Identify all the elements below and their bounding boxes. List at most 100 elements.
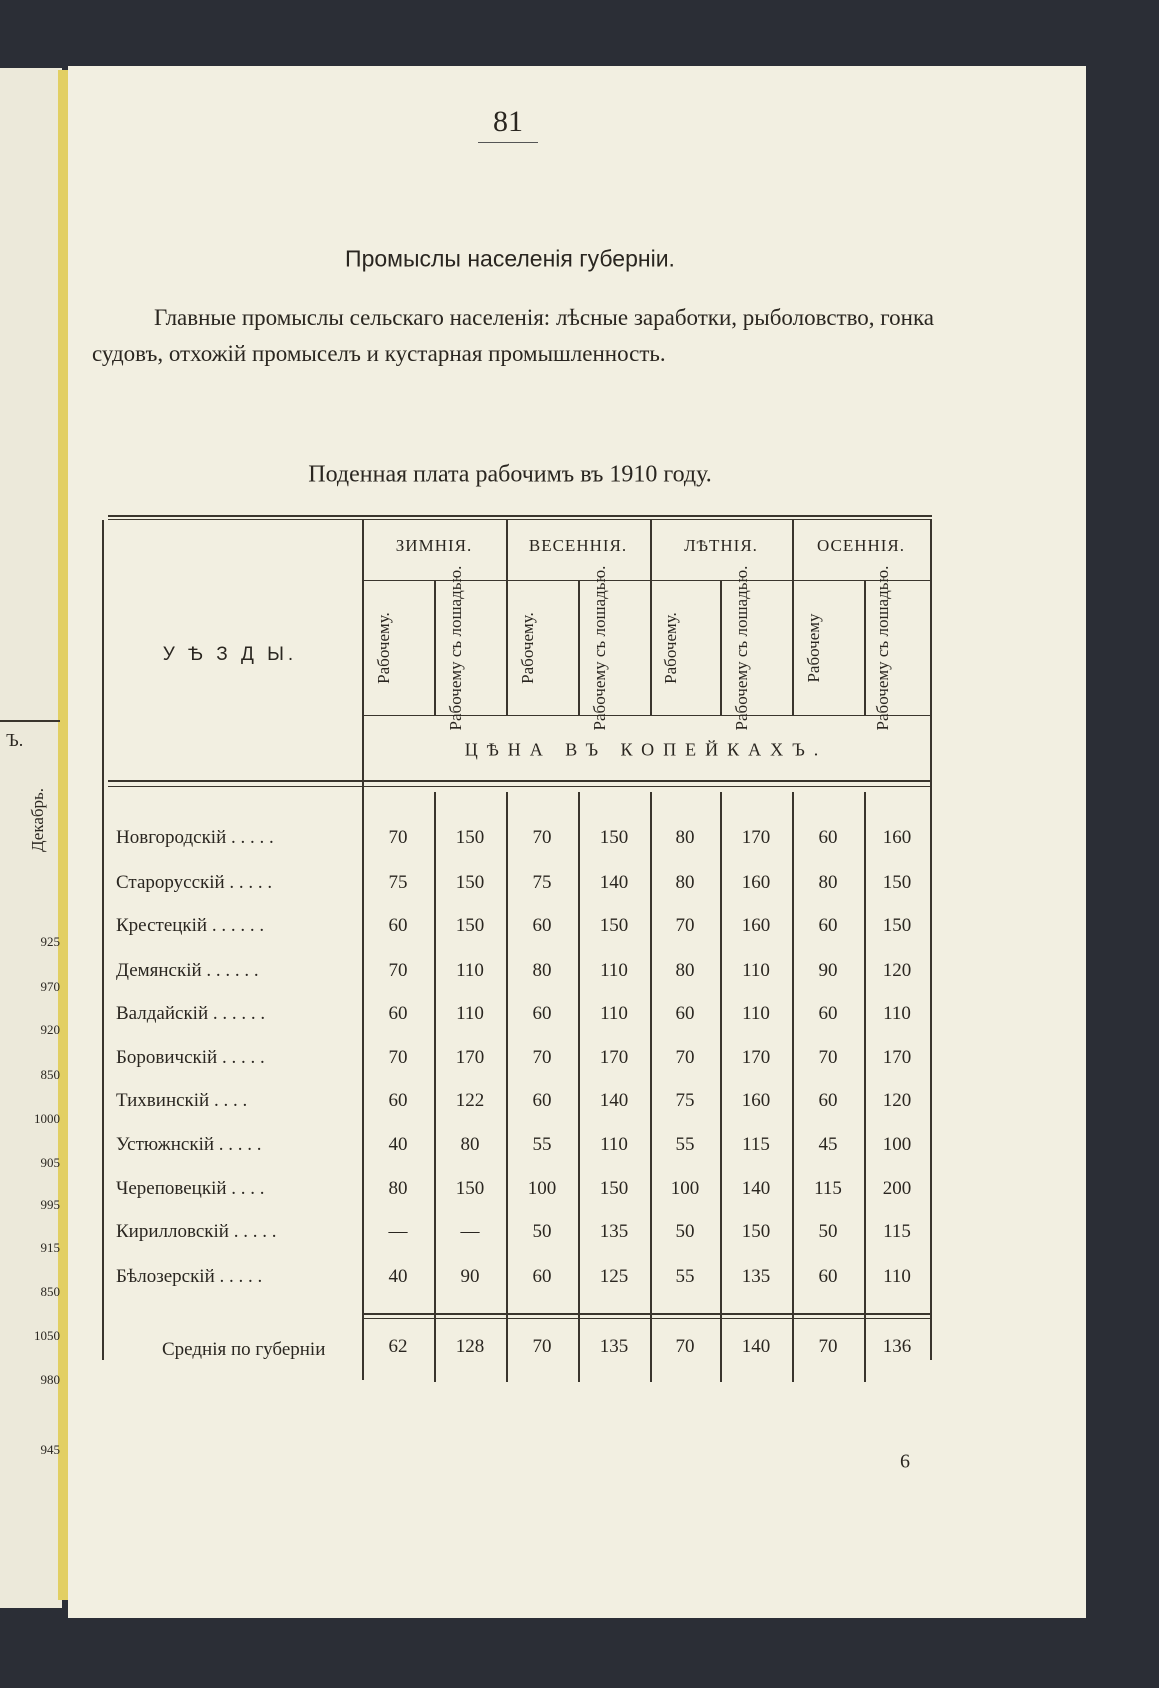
left-value: 945 [40, 1442, 61, 1457]
cell: 110 [600, 1003, 628, 1024]
table-rule [108, 780, 932, 782]
cell: 110 [600, 1134, 628, 1155]
cell: 70 [818, 1047, 838, 1068]
cell: 80 [675, 872, 695, 893]
column-header: Рабочему съ лошадью. [590, 565, 609, 731]
unit-row: ЦѢНА ВЪ КОПЕЙКАХЪ. [464, 739, 828, 760]
average-cell: 70 [818, 1336, 838, 1357]
cell: 60 [532, 915, 552, 936]
cell: — [388, 1221, 408, 1242]
average-cell: 128 [455, 1336, 485, 1357]
cell: 50 [675, 1221, 695, 1242]
cell: 70 [675, 1047, 695, 1068]
left-value: 905 [40, 1155, 61, 1170]
cell: 150 [455, 827, 485, 848]
left-page [0, 68, 62, 1608]
cell: 120 [882, 960, 912, 981]
cell: 50 [532, 1221, 552, 1242]
row-label: Бѣлозерскій . . . . . [116, 1266, 263, 1287]
row-label: Кирилловскій . . . . . [116, 1221, 277, 1242]
cell: 110 [456, 960, 484, 981]
season-header: ЗИМНІЯ. [395, 536, 473, 555]
average-cell: 70 [675, 1336, 695, 1357]
cell: 115 [742, 1134, 770, 1155]
cell: 60 [532, 1003, 552, 1024]
cell: 80 [460, 1134, 480, 1155]
cell: 170 [882, 1047, 912, 1068]
season-header: ОСЕННІЯ. [816, 536, 906, 555]
cell: 170 [741, 1047, 771, 1068]
cell: 70 [388, 960, 408, 981]
left-value: 995 [40, 1197, 61, 1212]
left-value: 980 [40, 1372, 61, 1387]
column-header: Рабочему съ лошадью. [446, 565, 465, 731]
row-label: Валдайскій . . . . . . [116, 1003, 266, 1024]
average-cell: 140 [741, 1336, 771, 1357]
table-rule [650, 792, 652, 1382]
cell: 100 [527, 1178, 557, 1199]
cell: 122 [455, 1090, 485, 1111]
cell: 150 [599, 827, 629, 848]
stub-header: У Ѣ З Д Ы. [162, 644, 298, 665]
cell: 115 [883, 1221, 911, 1242]
average-label: Среднія по губерніи [162, 1339, 326, 1360]
left-value: 970 [40, 979, 61, 994]
cell: 160 [741, 872, 771, 893]
table-rule [362, 1313, 930, 1315]
row-label: Череповецкій . . . . [116, 1178, 265, 1199]
cell: 110 [883, 1266, 911, 1287]
cell: 150 [455, 872, 485, 893]
table-rule [792, 520, 794, 715]
cell: 110 [883, 1003, 911, 1024]
cell: 115 [814, 1178, 842, 1199]
page-number-rule [478, 142, 538, 143]
left-column-header: Декабрь. [28, 787, 47, 853]
cell: 170 [741, 827, 771, 848]
cell: 75 [388, 872, 408, 893]
column-header: Рабочему. [374, 612, 393, 684]
column-header: Рабочему. [661, 612, 680, 684]
cell: 110 [600, 960, 628, 981]
cell: 50 [818, 1221, 838, 1242]
paragraph: Главные промыслы сельскаго населенія: лѣ… [92, 305, 934, 366]
cell: 100 [670, 1178, 700, 1199]
cell: 150 [455, 1178, 485, 1199]
table-rule [434, 792, 436, 1382]
table-rule [720, 580, 722, 715]
season-header: ЛѢТНІЯ. [684, 536, 758, 555]
cell: 70 [388, 827, 408, 848]
table-rule [362, 715, 930, 716]
cell: 60 [388, 1090, 408, 1111]
table-rule [434, 580, 436, 715]
row-label: Новгородскій . . . . . [116, 827, 274, 848]
average-cell: 62 [388, 1336, 408, 1357]
cell: 140 [599, 872, 629, 893]
left-header: Ъ. [6, 730, 24, 750]
column-header: Рабочему съ лошадью. [732, 565, 751, 731]
cell: 80 [532, 960, 552, 981]
cell: 60 [818, 1090, 838, 1111]
cell: 170 [599, 1047, 629, 1068]
cell: 100 [882, 1134, 912, 1155]
average-cell: 135 [599, 1336, 629, 1357]
cell: 80 [675, 827, 695, 848]
cell: 150 [455, 915, 485, 936]
cell: 150 [599, 1178, 629, 1199]
cell: 60 [388, 915, 408, 936]
cell: 55 [675, 1266, 695, 1287]
cell: 75 [532, 872, 552, 893]
table-rule [102, 520, 104, 1360]
table-rule [108, 786, 932, 787]
cell: 170 [455, 1047, 485, 1068]
table-rule [578, 792, 580, 1382]
table-rule [362, 520, 364, 1380]
cell: 125 [599, 1266, 629, 1287]
row-label: Тихвинскій . . . . [116, 1090, 248, 1111]
column-header: Рабочему съ лошадью. [873, 565, 892, 731]
table-rule [930, 520, 932, 1360]
table-rule [506, 792, 508, 1382]
table-rule [108, 519, 932, 520]
row-label: Крестецкій . . . . . . [116, 915, 265, 936]
cell: 110 [742, 1003, 770, 1024]
